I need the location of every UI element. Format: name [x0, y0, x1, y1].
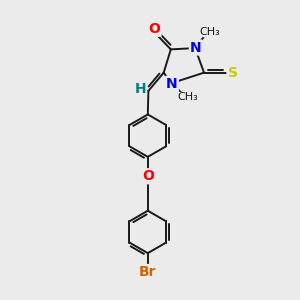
Text: N: N — [190, 40, 202, 55]
Text: N: N — [166, 77, 178, 91]
Text: CH₃: CH₃ — [200, 27, 220, 37]
Text: O: O — [149, 22, 161, 36]
Text: H: H — [134, 82, 146, 96]
Text: CH₃: CH₃ — [177, 92, 198, 102]
Text: S: S — [228, 66, 238, 80]
Text: Br: Br — [139, 265, 157, 279]
Text: O: O — [142, 169, 154, 183]
